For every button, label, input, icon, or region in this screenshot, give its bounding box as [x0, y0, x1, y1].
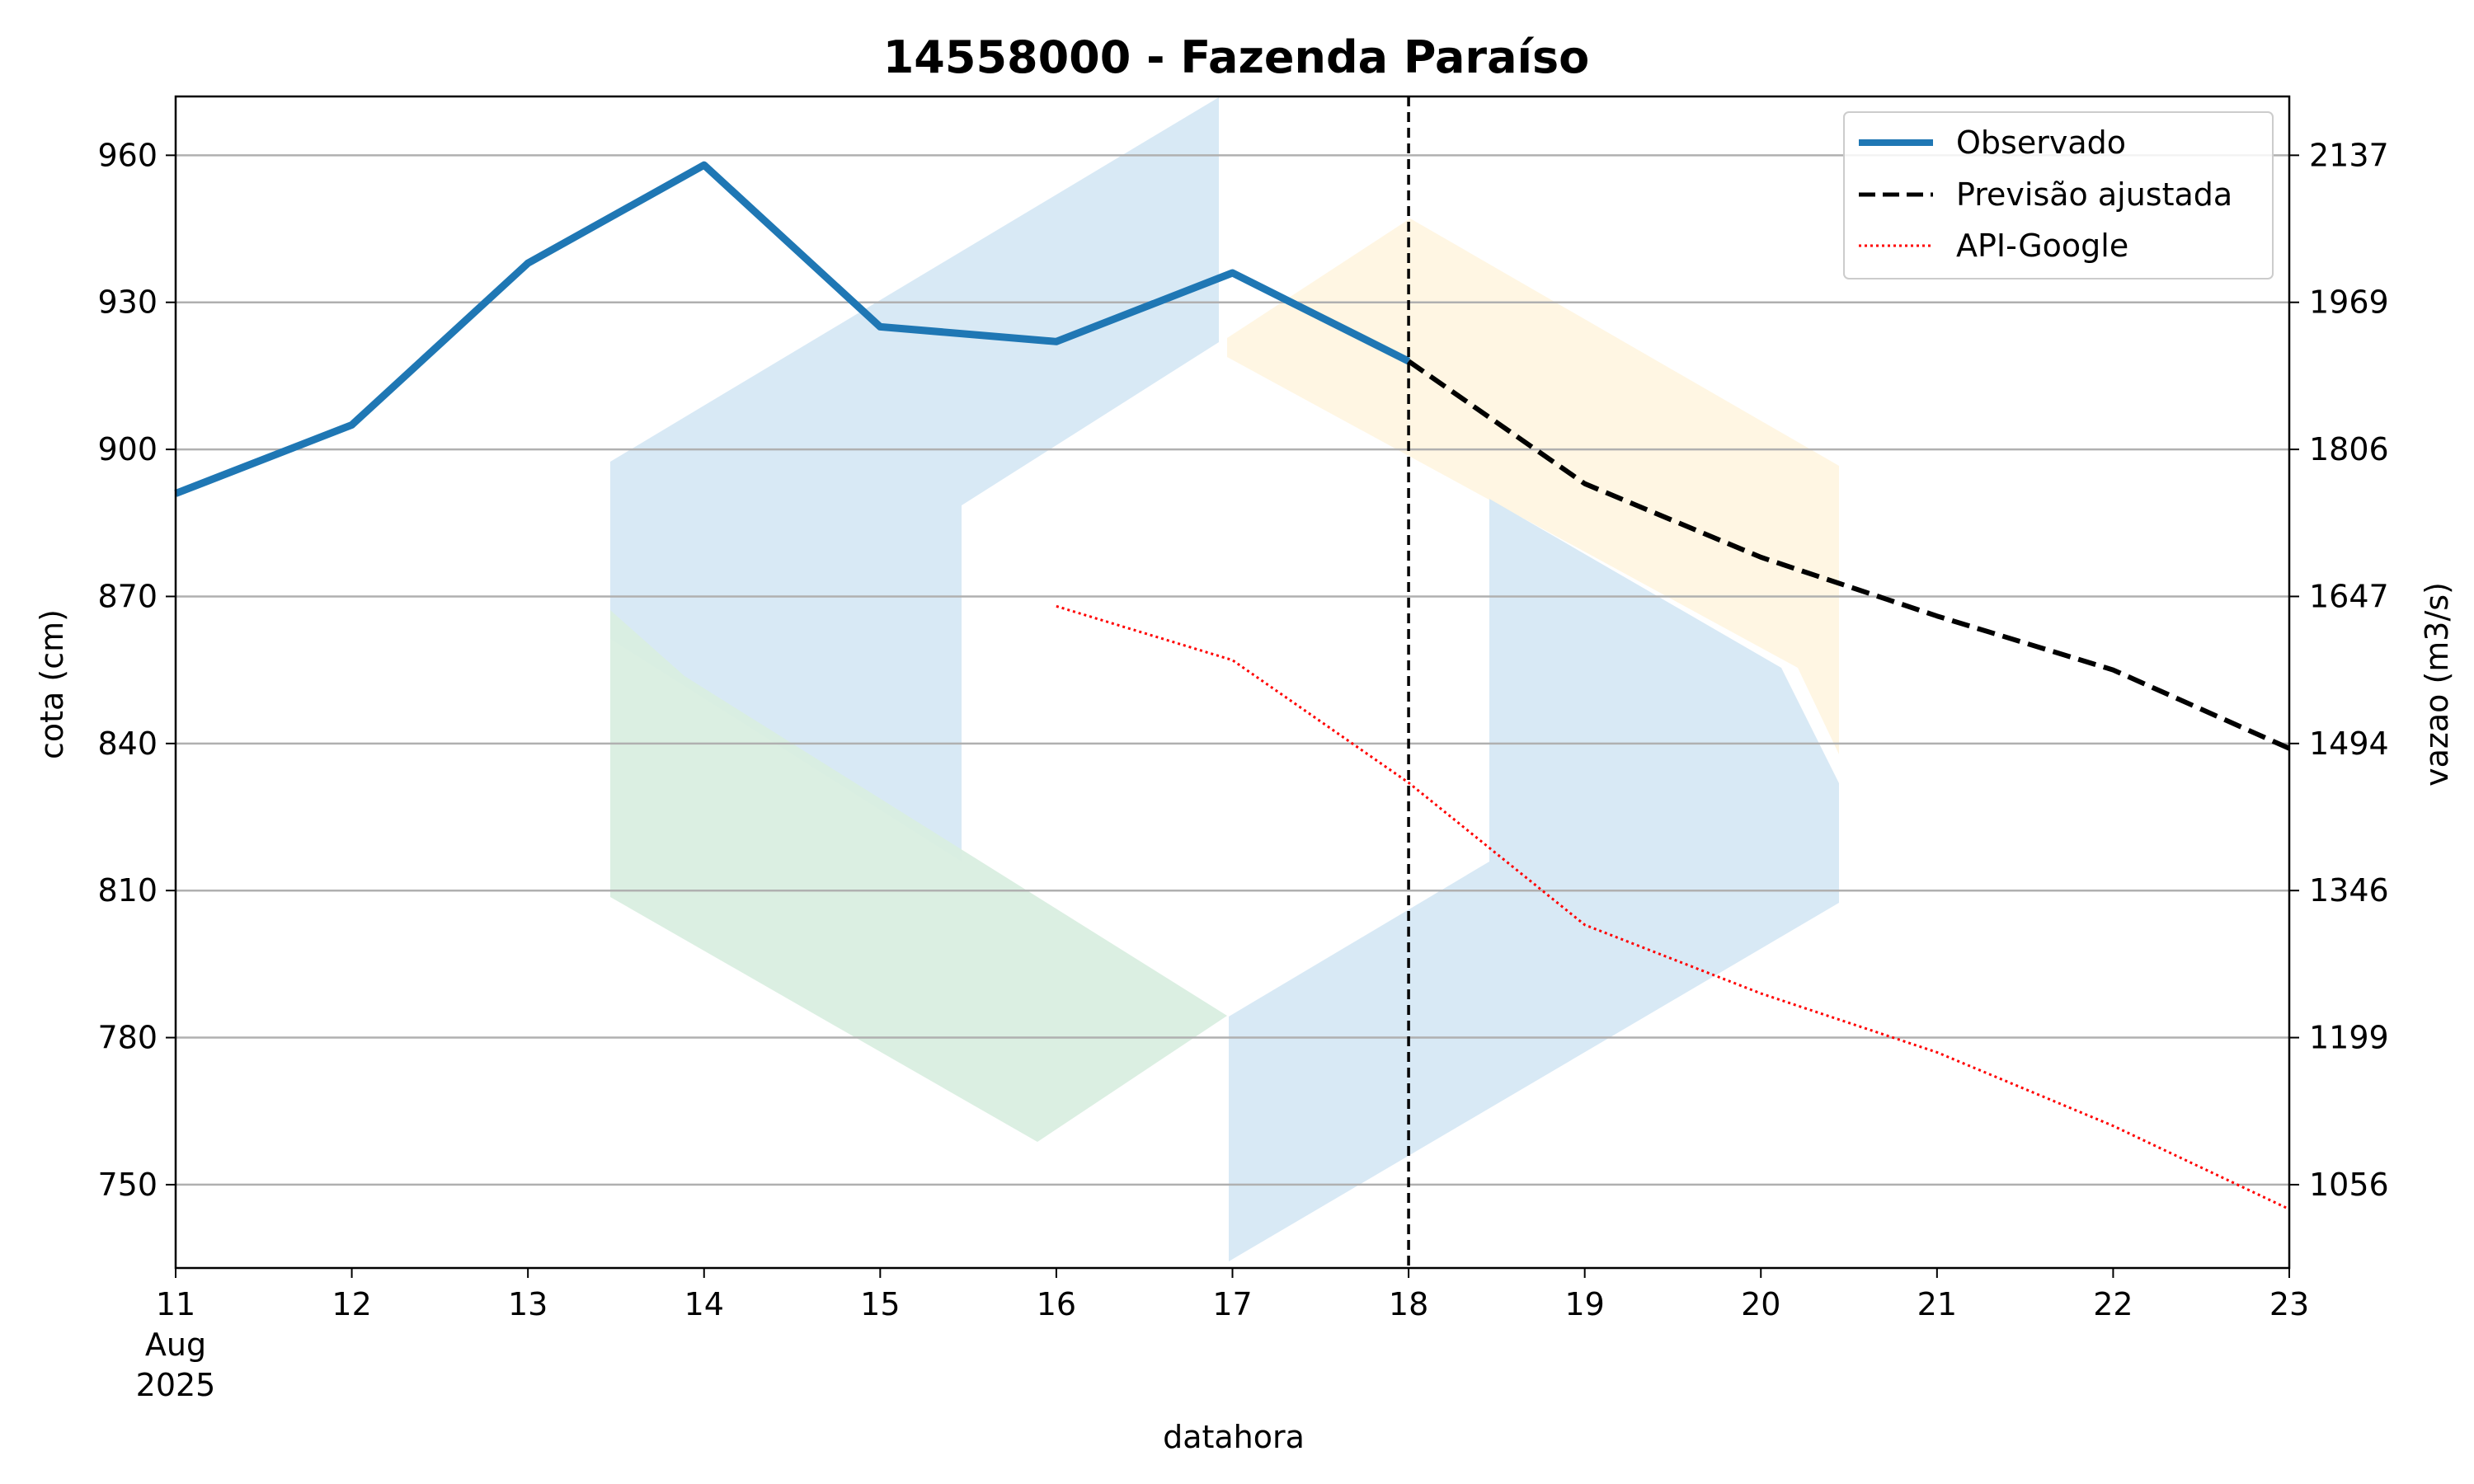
series-line-1 [1407, 359, 2291, 751]
y-tick-label: 960 [97, 137, 158, 173]
watermark-logo [610, 97, 1839, 1261]
x-tick-label: 23 [2269, 1286, 2309, 1322]
x-tick-label: 13 [508, 1286, 548, 1322]
legend-label-previsao: Previsão ajustada [1956, 176, 2232, 213]
x-axis-label: datahora [1163, 1419, 1305, 1455]
x-tick-label: 12 [332, 1286, 371, 1322]
x-tick-label: 16 [1037, 1286, 1076, 1322]
series-line-2 [1056, 604, 2290, 1211]
y-right-tick-label: 1199 [2309, 1020, 2389, 1056]
x-tick-sublabel: 2025 [136, 1367, 216, 1403]
watermark-shape-yellow [1227, 218, 1839, 754]
x-tick-label: 21 [1917, 1286, 1957, 1322]
watermark-shape-blue-right [1229, 499, 1839, 1261]
watermark-shape-blue-top [610, 97, 1219, 862]
x-tick-label: 18 [1389, 1286, 1428, 1322]
x-tick-label: 22 [2093, 1286, 2133, 1322]
chart-title: 14558000 - Fazenda Paraíso [883, 31, 1590, 83]
axes-layer: 750 780 810 840 870 900 930 960 1056 1199 1346 1494… [97, 95, 2389, 1403]
x-tick-sublabel: Aug [145, 1327, 206, 1363]
y-tick-label: 780 [97, 1020, 158, 1056]
x-tick-label: 19 [1564, 1286, 1604, 1322]
series-layer [174, 96, 2291, 1268]
y-right-tick-label: 1806 [2309, 431, 2389, 467]
y-tick-label: 930 [97, 284, 158, 321]
y-right-tick-label: 1346 [2309, 872, 2389, 909]
legend: Observado Previsão ajustada API-Google [1843, 111, 2274, 279]
y-axis-right-label: vazao (m3/s) [2419, 582, 2455, 787]
series-line-0 [174, 161, 1411, 497]
y-right-tick-label: 1056 [2309, 1167, 2389, 1203]
legend-label-api-google: API-Google [1956, 228, 2128, 264]
grid-layer [176, 154, 2289, 1186]
y-tick-label: 810 [97, 872, 158, 909]
y-right-tick-label: 1647 [2309, 578, 2389, 614]
y-axis-label: cota (cm) [34, 609, 70, 759]
legend-box [1843, 111, 2274, 279]
y-right-tick-label: 1969 [2309, 284, 2389, 321]
y-right-tick-label: 1494 [2309, 726, 2389, 762]
y-tick-label: 840 [97, 726, 158, 762]
y-tick-label: 750 [97, 1167, 158, 1203]
plot-frame [174, 95, 2291, 1270]
x-tick-label: 15 [860, 1286, 900, 1322]
x-tick-label: 20 [1741, 1286, 1780, 1322]
y-tick-label: 900 [97, 431, 158, 467]
y-tick-label: 870 [97, 578, 158, 614]
x-tick-label: 17 [1212, 1286, 1252, 1322]
legend-label-observado: Observado [1956, 124, 2126, 161]
x-tick-label: 14 [684, 1286, 724, 1322]
x-tick-label: 11 [156, 1286, 195, 1322]
y-right-tick-label: 2137 [2309, 137, 2389, 173]
